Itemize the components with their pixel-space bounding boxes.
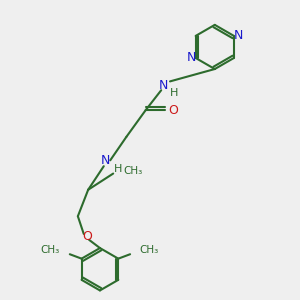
Text: N: N <box>187 52 196 64</box>
Text: O: O <box>82 230 92 243</box>
Text: N: N <box>101 154 110 167</box>
Text: O: O <box>169 104 178 117</box>
Text: CH₃: CH₃ <box>124 166 143 176</box>
Text: H: H <box>170 88 178 98</box>
Text: H: H <box>114 164 123 173</box>
Text: N: N <box>159 79 168 92</box>
Text: CH₃: CH₃ <box>41 245 60 255</box>
Text: N: N <box>234 29 243 42</box>
Text: CH₃: CH₃ <box>140 245 159 255</box>
